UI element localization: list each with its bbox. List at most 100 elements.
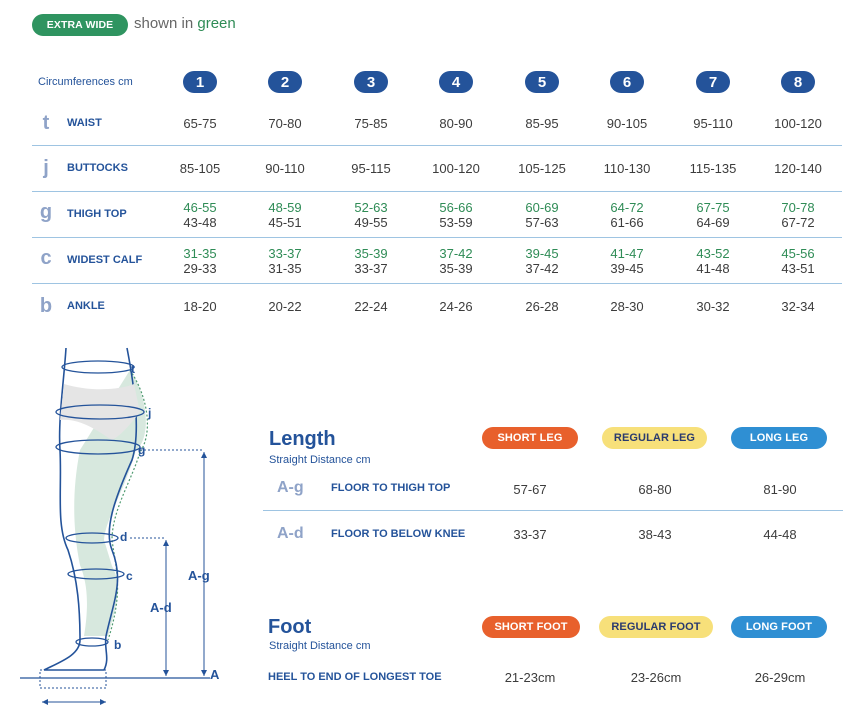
size-badge: 1	[183, 71, 217, 93]
length-label-ag: FLOOR TO THIGH TOP	[331, 482, 451, 494]
standard-value: 53-59	[439, 215, 473, 230]
size-cell: 85-95	[497, 116, 587, 131]
standard-value: 57-63	[525, 215, 559, 230]
length-label-ad: FLOOR TO BELOW KNEE	[331, 528, 466, 540]
size-cell: 46-55 43-48	[155, 200, 245, 230]
standard-value: 26-28	[525, 299, 559, 314]
standard-value: 30-32	[696, 299, 730, 314]
size-cell: 22-24	[326, 299, 416, 314]
ellipse-b	[75, 637, 109, 647]
size-cell: 90-110	[240, 161, 330, 176]
standard-value: 75-85	[354, 116, 388, 131]
length-value: 81-90	[763, 482, 797, 497]
standard-value: 90-105	[606, 116, 648, 131]
ellipse-g	[55, 439, 141, 455]
standard-value: 100-120	[432, 161, 480, 176]
length-code-ad: A-d	[277, 525, 304, 542]
diag-label-Ag: A-g	[188, 568, 210, 583]
row-letter: b	[39, 295, 53, 317]
extra-wide-value: 39-45	[525, 246, 559, 261]
ellipse-c	[67, 568, 125, 580]
standard-value: 39-45	[610, 261, 644, 276]
size-cell: 45-56 43-51	[753, 246, 843, 276]
standard-value: 70-80	[268, 116, 302, 131]
leg-diagram: t j g d c b A A-g A-d	[20, 347, 220, 705]
standard-value: 95-110	[693, 116, 733, 131]
length-value: 68-80	[638, 482, 672, 497]
foot-value: 23-26cm	[630, 670, 682, 685]
size-cell: 95-115	[326, 161, 416, 176]
extra-wide-value: 37-42	[439, 246, 473, 261]
size-badge: 5	[525, 71, 559, 93]
size-cell: 85-105	[155, 161, 245, 176]
foot-value: 21-23cm	[504, 670, 556, 685]
size-cell: 39-45 37-42	[497, 246, 587, 276]
standard-value: 85-105	[179, 161, 221, 176]
row-divider	[32, 237, 842, 238]
standard-value: 18-20	[183, 299, 217, 314]
standard-value: 35-39	[439, 261, 473, 276]
row-divider	[32, 145, 842, 146]
size-cell: 80-90	[411, 116, 501, 131]
size-cell: 90-105	[582, 116, 672, 131]
row-letter: j	[43, 157, 49, 179]
extra-wide-value: 67-75	[696, 200, 730, 215]
length-title: Length	[269, 428, 336, 450]
size-cell: 67-75 64-69	[668, 200, 758, 230]
standard-value: 29-33	[183, 261, 217, 276]
size-cell: 75-85	[326, 116, 416, 131]
standard-value: 28-30	[610, 299, 644, 314]
row-letter: g	[39, 201, 53, 223]
standard-value: 100-120	[774, 116, 822, 131]
foot-subtitle: Straight Distance cm	[269, 640, 371, 652]
extra-wide-value: 64-72	[610, 200, 644, 215]
size-cell: 65-75	[155, 116, 245, 131]
standard-value: 31-35	[268, 261, 302, 276]
size-cell: 60-69 57-63	[497, 200, 587, 230]
standard-value: 90-110	[265, 161, 305, 176]
row-name: ANKLE	[67, 300, 105, 312]
length-value: 38-43	[638, 527, 672, 542]
standard-value: 85-95	[525, 116, 559, 131]
foot-box	[39, 669, 107, 689]
length-subtitle: Straight Distance cm	[269, 454, 371, 466]
long-foot-pill: LONG FOOT	[731, 616, 827, 638]
diag-label-t: t	[131, 362, 135, 376]
size-cell: 28-30	[582, 299, 672, 314]
standard-value: 22-24	[354, 299, 388, 314]
length-code-ag: A-g	[277, 479, 304, 496]
size-badge: 8	[781, 71, 815, 93]
size-badge: 2	[268, 71, 302, 93]
row-name: THIGH TOP	[67, 208, 127, 220]
diag-label-b: b	[114, 638, 121, 652]
extra-wide-value: 45-56	[781, 246, 815, 261]
row-name: WAIST	[67, 117, 102, 129]
size-badge: 3	[354, 71, 388, 93]
foot-label: HEEL TO END OF LONGEST TOE	[268, 671, 442, 683]
size-cell: 70-80	[240, 116, 330, 131]
diag-label-Ad: A-d	[150, 600, 172, 615]
row-letter: t	[42, 112, 50, 134]
diag-label-A: A	[210, 667, 220, 682]
size-cell: 56-66 53-59	[411, 200, 501, 230]
extra-wide-value: 52-63	[354, 200, 388, 215]
size-cell: 41-47 39-45	[582, 246, 672, 276]
standard-value: 43-51	[781, 261, 815, 276]
extra-wide-value: 41-47	[610, 246, 644, 261]
length-value: 33-37	[513, 527, 547, 542]
row-name: BUTTOCKS	[67, 162, 128, 174]
standard-value: 37-42	[525, 261, 559, 276]
standard-value: 20-22	[268, 299, 302, 314]
size-cell: 43-52 41-48	[668, 246, 758, 276]
legend-prefix: shown in	[134, 15, 198, 32]
size-cell: 70-78 67-72	[753, 200, 843, 230]
standard-value: 32-34	[781, 299, 815, 314]
briefs	[60, 384, 140, 440]
size-cell: 30-32	[668, 299, 758, 314]
ellipse-j	[55, 404, 145, 420]
size-cell: 33-37 31-35	[240, 246, 330, 276]
extra-wide-value: 35-39	[354, 246, 388, 261]
long-leg-pill: LONG LEG	[731, 427, 827, 449]
size-cell: 52-63 49-55	[326, 200, 416, 230]
size-cell: 105-125	[497, 161, 587, 176]
